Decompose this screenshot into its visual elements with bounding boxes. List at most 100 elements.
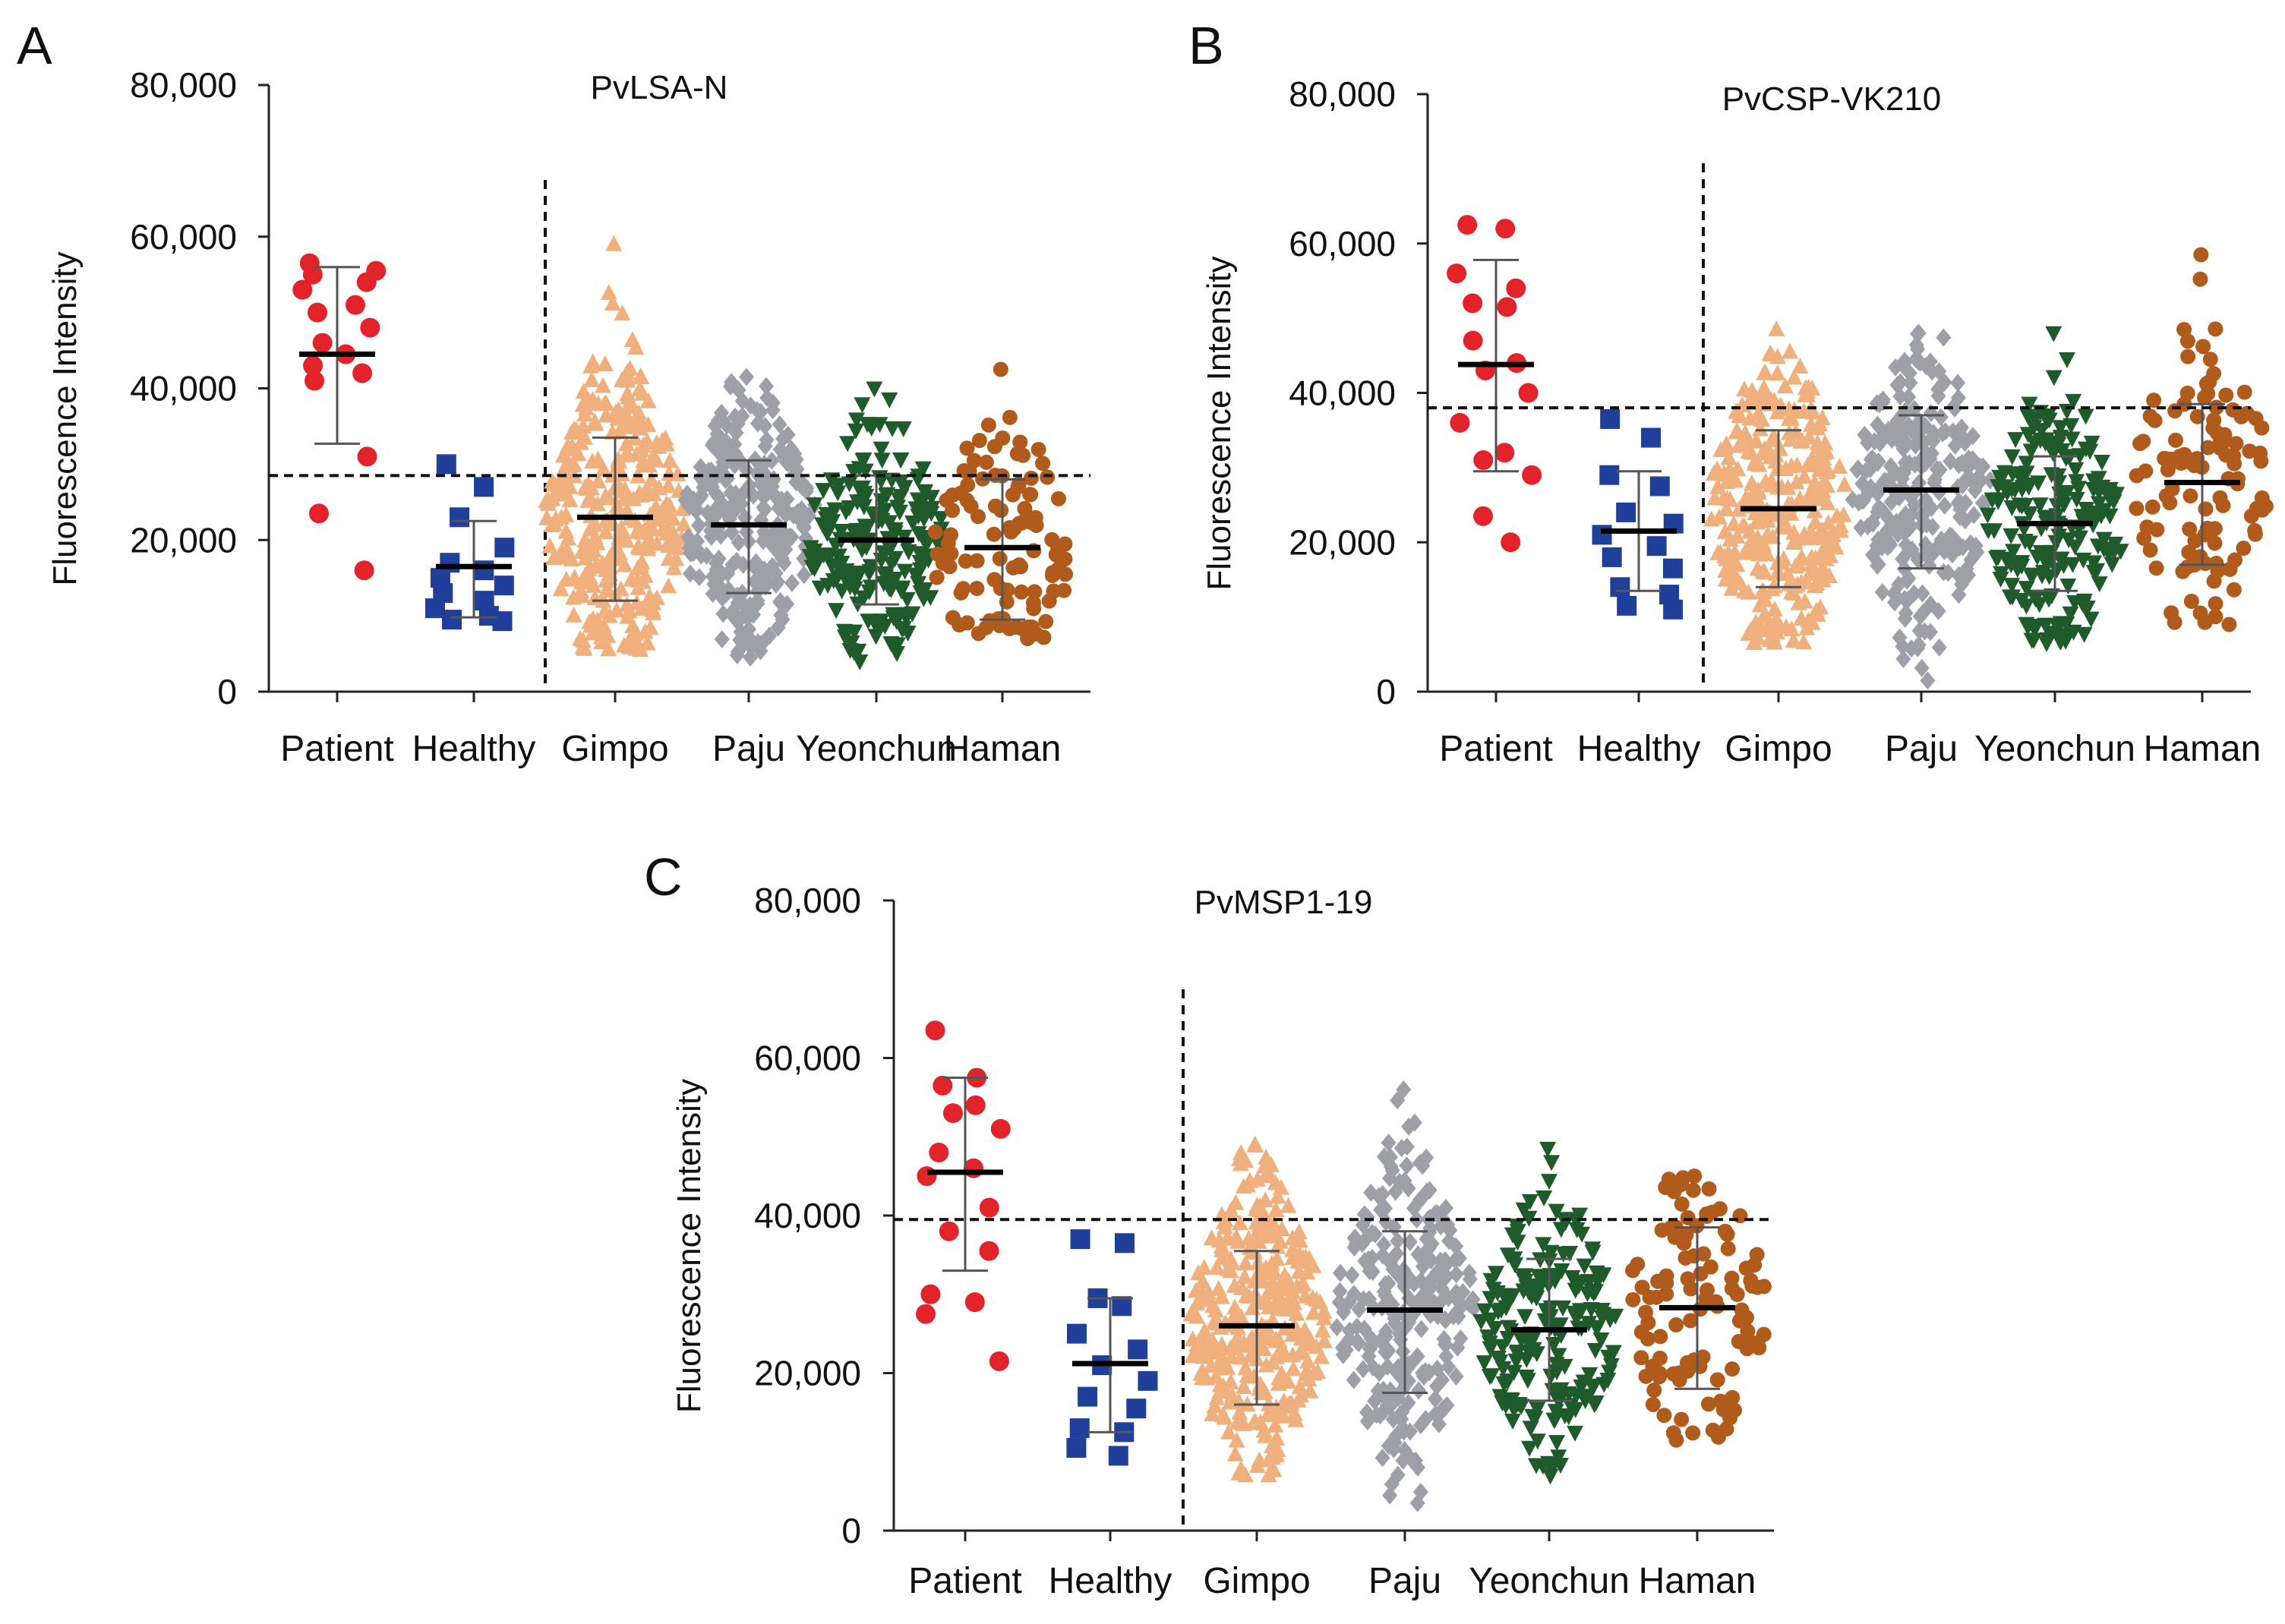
data-point: [566, 569, 583, 585]
data-point: [1451, 1249, 1467, 1268]
y-axis-label: Fluorescence Intensity: [1201, 256, 1238, 590]
data-point: [841, 476, 858, 493]
data-point: [1025, 595, 1041, 611]
data-point: [1652, 1365, 1668, 1381]
data-point: [1545, 1412, 1563, 1429]
data-point: [1364, 1224, 1380, 1243]
data-point: [1785, 632, 1802, 648]
data-point: [2040, 509, 2058, 526]
data-point: [1674, 1196, 1690, 1212]
category-label-healthy: Healthy: [412, 729, 536, 769]
data-point: [1917, 622, 1933, 641]
data-point: [2180, 348, 2196, 364]
data-point: [1521, 1194, 1539, 1210]
data-point: [1920, 671, 1936, 690]
data-point: [1399, 1156, 1415, 1175]
series-yeonchun: [801, 381, 954, 671]
category-label-patient: Patient: [1439, 729, 1552, 769]
data-point: [1729, 460, 1747, 477]
data-point: [1725, 551, 1743, 568]
category-label-gimpo: Gimpo: [1725, 729, 1832, 769]
data-point: [1520, 1344, 1538, 1361]
data-point: [959, 440, 975, 456]
data-point: [2226, 582, 2242, 598]
data-point: [1766, 600, 1784, 616]
data-point: [1217, 1210, 1234, 1227]
data-point: [2162, 495, 2178, 511]
data-point: [775, 429, 791, 448]
data-point: [1602, 547, 1622, 567]
data-point: [1796, 592, 1813, 609]
data-point: [895, 620, 912, 637]
data-point: [770, 618, 786, 637]
data-point: [855, 453, 873, 469]
data-point: [2025, 632, 2043, 649]
data-point: [1570, 1278, 1588, 1294]
data-point: [2221, 616, 2237, 632]
y-tick-label: 80,000: [754, 881, 861, 920]
data-point: [1402, 1232, 1418, 1251]
data-point: [1756, 440, 1773, 456]
series-healthy: [425, 454, 515, 632]
data-point: [1997, 551, 2015, 568]
data-point: [657, 429, 674, 446]
data-point: [1482, 1272, 1500, 1289]
data-point: [1261, 1166, 1279, 1183]
data-point: [2183, 593, 2199, 609]
data-point: [593, 633, 611, 650]
data-point: [1357, 1251, 1373, 1270]
data-point: [1914, 658, 1930, 677]
data-point: [828, 603, 845, 620]
data-point: [639, 634, 656, 651]
data-point: [2013, 593, 2031, 610]
data-point: [1874, 583, 1890, 602]
data-point: [1438, 1310, 1453, 1329]
data-point: [2239, 405, 2255, 421]
data-point: [545, 549, 563, 566]
data-point: [708, 484, 724, 503]
data-point: [649, 589, 666, 606]
data-point: [1967, 481, 1983, 500]
data-point: [1715, 488, 1732, 505]
data-point: [615, 490, 633, 506]
data-point: [929, 569, 945, 585]
data-point: [1638, 1368, 1654, 1384]
data-point: [1069, 1418, 1090, 1439]
data-point: [2145, 499, 2160, 515]
data-point: [302, 264, 323, 285]
data-point: [1610, 577, 1630, 598]
data-point: [1960, 458, 1976, 477]
data-point: [1781, 424, 1798, 440]
data-point: [1432, 1293, 1448, 1312]
data-point: [1741, 409, 1759, 426]
data-point: [798, 482, 814, 501]
data-point: [1955, 538, 1971, 557]
data-point: [980, 417, 996, 433]
data-point: [2019, 427, 2037, 443]
data-point: [1414, 1287, 1430, 1306]
data-point: [1686, 1248, 1702, 1264]
data-point: [575, 383, 592, 399]
data-point: [586, 412, 604, 429]
category-label-haman: Haman: [944, 729, 1062, 769]
y-tick-label: 0: [217, 672, 237, 711]
data-point: [860, 613, 877, 630]
data-point: [1804, 449, 1821, 466]
data-point: [1248, 1224, 1266, 1241]
data-point: [680, 528, 696, 547]
data-point: [1264, 1272, 1281, 1289]
data-point: [1764, 431, 1782, 448]
data-point: [2003, 481, 2021, 498]
data-point: [779, 594, 795, 613]
data-point: [1529, 1433, 1546, 1450]
data-point: [1709, 1372, 1725, 1388]
data-point: [1285, 1360, 1302, 1376]
data-point: [1943, 452, 1958, 471]
data-point: [1911, 352, 1927, 371]
data-point: [1875, 502, 1891, 521]
data-point: [1014, 584, 1030, 600]
data-point: [886, 572, 904, 588]
data-point: [1192, 1364, 1210, 1381]
data-point: [2063, 431, 2081, 448]
data-point: [1385, 1260, 1401, 1279]
